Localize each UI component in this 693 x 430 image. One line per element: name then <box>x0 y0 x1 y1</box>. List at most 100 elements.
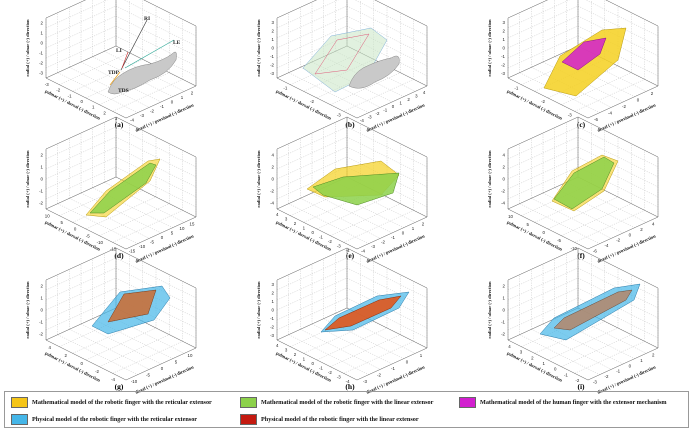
y-tick-label: 3 <box>520 350 523 355</box>
z-tick-label: 2 <box>272 290 275 295</box>
panel-caption: (g) <box>115 382 124 391</box>
z-tick-label: 0 <box>503 46 506 51</box>
legend-label: Mathematical model of the robotic finger… <box>261 399 434 406</box>
x-tick-label: -4 <box>361 249 365 254</box>
legend-label: Physical model of the robotic finger wit… <box>32 416 198 423</box>
z-tick-label: 2 <box>41 284 44 289</box>
x-tick-label: -2 <box>622 104 626 109</box>
y-tick-label: 10 <box>508 214 513 219</box>
panel-e: -4 -3 -2 -1 0 1 2 4 3 2 1 0 -1 -2 -3 -4 4 2 0 -2 -4 distal (+… <box>231 116 462 264</box>
panel-a: -4 -3 -2 -1 0 1 2 -3 -2 -1 0 1 2 3 2 1 0 -1 -2 -3 distal (+)… <box>0 0 231 133</box>
x-tick-label: 2 <box>640 227 643 232</box>
legend: Mathematical model of the robotic finger… <box>4 391 689 428</box>
y-tick-label: 3 <box>285 348 288 353</box>
x-tick-label: -3 <box>363 379 367 384</box>
y-tick-label: 4 <box>276 212 279 217</box>
x-tick-label: -2 <box>150 109 154 114</box>
y-tick-label: -3 <box>337 374 341 379</box>
z-tick-label: -2 <box>39 201 43 206</box>
z-tick-label: 0 <box>272 308 275 313</box>
z-tick-label: -1 <box>501 320 505 325</box>
y-axis-title: palmar (+) / dorsal (-) direction <box>44 220 101 252</box>
z-axis-title: radial (+) / ulnar (-) direction <box>256 19 261 77</box>
y-tick-label: -10 <box>571 246 578 251</box>
x-axis-title: distal (+) / proximal (-) direction <box>596 102 656 132</box>
x-tick-label: -1 <box>391 235 395 240</box>
x-tick-label: 0 <box>161 235 164 240</box>
panel-f: -6 -4 -2 0 2 4 10 5 0 -5 -10 4 2 0 -2 -4 distal (+) / pr… <box>462 116 693 264</box>
y-tick-label: 10 <box>45 213 50 218</box>
x-tick-label: 4 <box>652 222 655 227</box>
annotation-TDP: TDP <box>108 70 120 76</box>
y-tick-label: -4 <box>111 377 115 382</box>
x-tick-label: 5 <box>175 360 178 365</box>
y-axis-title: palmar (+) / dorsal (-) direction <box>275 89 332 121</box>
finger-mesh <box>348 55 400 89</box>
y-tick-label: -2 <box>56 88 60 93</box>
x-tick-label: 4 <box>423 90 426 95</box>
annotation-TDS: TDS <box>118 88 129 94</box>
z-tick-label: -1 <box>270 316 274 321</box>
z-tick-label: -1 <box>39 51 43 56</box>
x-tick-label: 10 <box>188 353 193 358</box>
legend-item: Mathematical model of the human finger w… <box>459 397 667 408</box>
x-tick-label: -10 <box>131 379 138 384</box>
y-axis-title: palmar (+) / dorsal (-) direction <box>44 351 101 383</box>
z-tick-label: 1 <box>41 31 44 36</box>
z-tick-label: 0 <box>272 177 275 182</box>
z-tick-label: -2 <box>39 332 43 337</box>
y-tick-label: -1 <box>514 86 518 91</box>
y-tick-label: 0 <box>81 99 84 104</box>
legend-item: Physical model of the robotic finger wit… <box>240 414 419 425</box>
panel-g: -10 -5 0 5 10 4 2 0 -2 -4 2 1 0 -1 -2 distal (+) / prox… <box>0 247 231 395</box>
z-tick-label: 1 <box>41 165 44 170</box>
panel-caption: (a) <box>115 120 124 129</box>
y-tick-label: -3 <box>337 112 341 117</box>
y-axis-title: palmar (+) / dorsal (-) direction <box>506 89 563 121</box>
z-tick-label: 1 <box>272 299 275 304</box>
x-tick-label: 0 <box>402 230 405 235</box>
y-tick-label: 0 <box>74 227 77 232</box>
x-tick-label: -3 <box>371 244 375 249</box>
workspace-envelope <box>312 172 400 206</box>
y-tick-label: 0 <box>554 367 557 372</box>
y-axis-title: palmar (+) / dorsal (-) direction <box>275 351 332 383</box>
z-tick-label: -1 <box>501 54 505 59</box>
x-tick-label: 0 <box>629 232 632 237</box>
y-axis-title: palmar (+) / dorsal (-) direction <box>506 220 563 252</box>
legend-label: Mathematical model of the human finger w… <box>480 399 667 406</box>
x-tick-label: -1 <box>160 104 164 109</box>
x-tick-label: -3 <box>593 379 597 384</box>
panel-b: -4 -3 -2 -1 0 1 2 3 4 -1 -2 -3 3 2 1 0 -1 -2 -3 distal (+) … <box>231 0 462 133</box>
z-tick-label: 0 <box>41 41 44 46</box>
x-axis-title: distal (+) / proximal (-) direction <box>596 233 656 263</box>
panel-caption: (b) <box>345 120 355 129</box>
z-tick-label: 2 <box>503 284 506 289</box>
x-tick-label: -6 <box>594 117 598 122</box>
y-tick-label: -4 <box>346 248 350 253</box>
y-tick-label: 4 <box>508 344 511 349</box>
y-tick-label: 2 <box>294 352 297 357</box>
workspace-envelope <box>89 162 157 214</box>
legend-label: Mathematical model of the robotic finger… <box>32 399 212 406</box>
annotation-LE: LE <box>173 40 181 46</box>
y-tick-label: 4 <box>49 345 52 350</box>
x-tick-label: -4 <box>130 118 134 123</box>
y-tick-label: -2 <box>95 369 99 374</box>
z-tick-label: -2 <box>270 325 274 330</box>
x-tick-label: 0 <box>161 366 164 371</box>
y-tick-label: 3 <box>115 116 118 121</box>
x-tick-label: -2 <box>605 374 609 379</box>
x-tick-label: 0 <box>637 98 640 103</box>
plot-d: -15-10-50510151050-5-10-15210-1-2distal … <box>25 116 197 264</box>
z-tick-label: 1 <box>503 296 506 301</box>
z-tick-label: -2 <box>270 63 274 68</box>
y-tick-label: 0 <box>312 230 315 235</box>
y-tick-label: 0 <box>543 230 546 235</box>
x-tick-label: 2 <box>422 221 425 226</box>
y-tick-label: 2 <box>103 110 106 115</box>
y-tick-label: 3 <box>285 217 288 222</box>
